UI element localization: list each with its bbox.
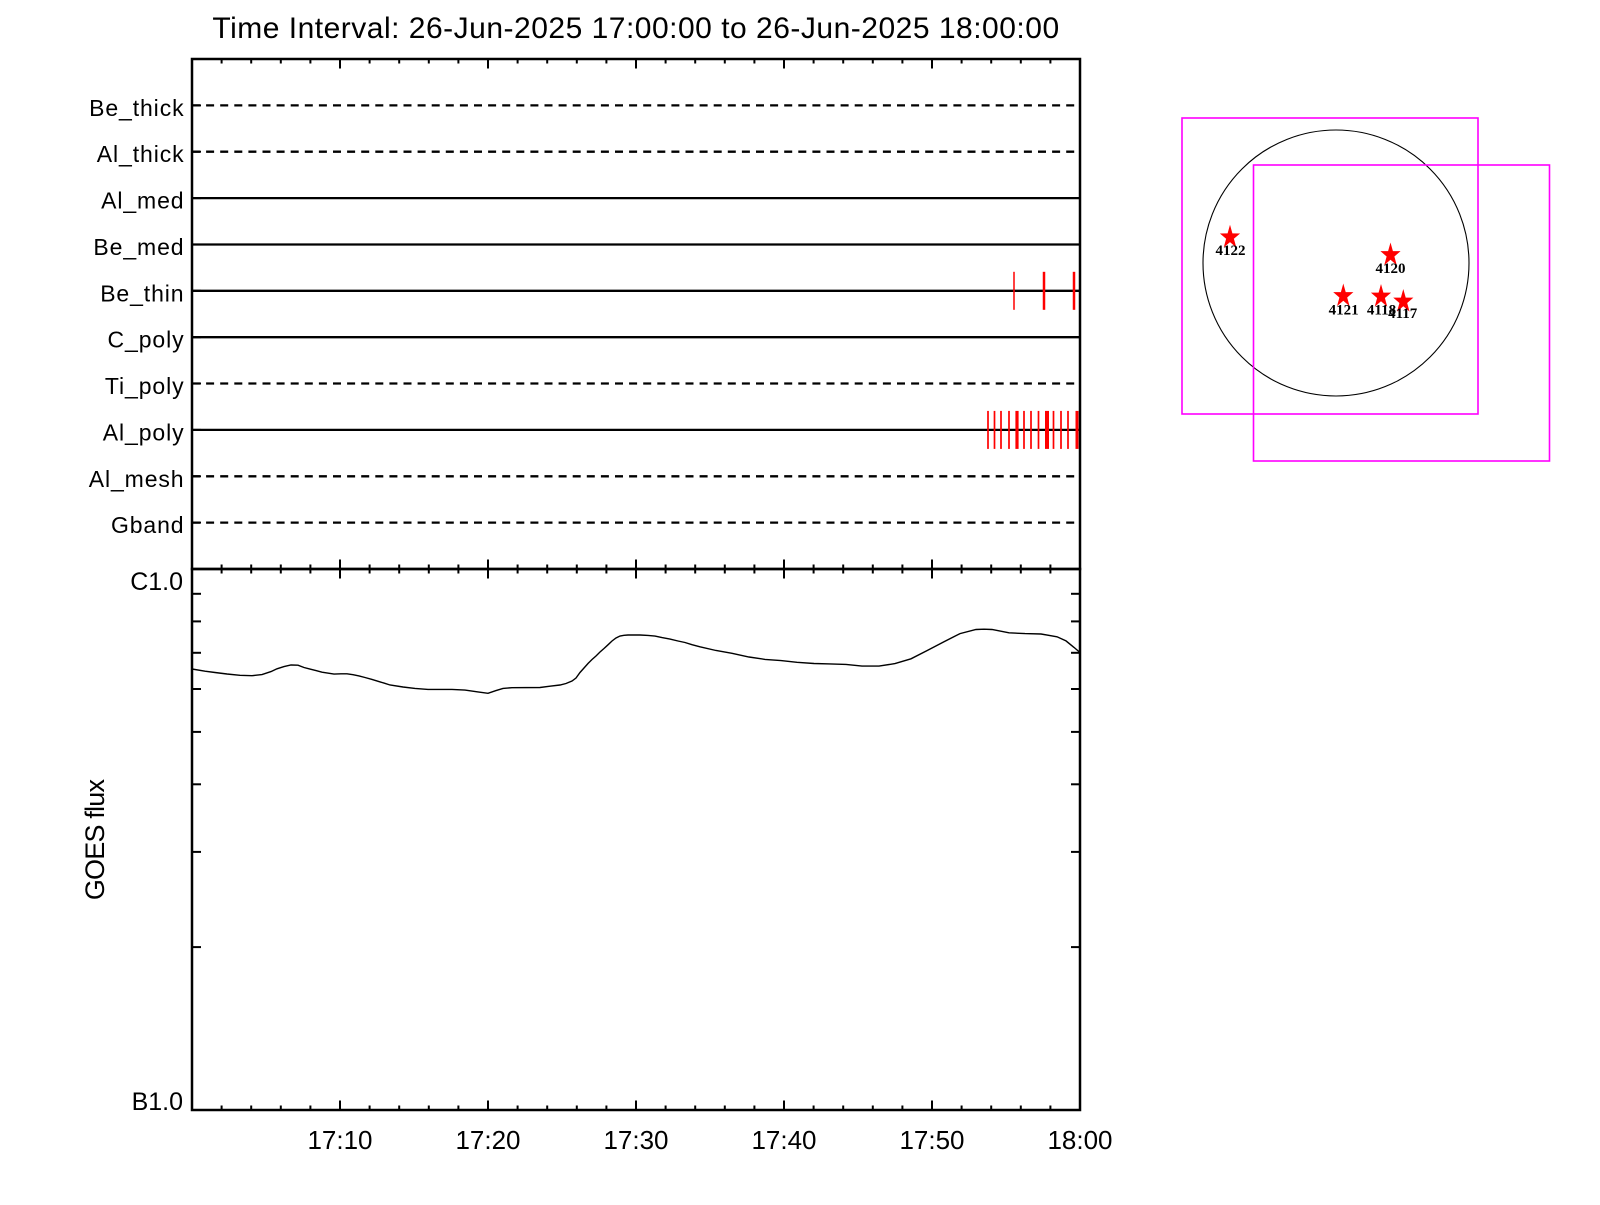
svg-text:17:40: 17:40 [751, 1125, 816, 1155]
svg-text:18:00: 18:00 [1047, 1125, 1112, 1155]
svg-text:Al_med: Al_med [101, 188, 184, 214]
svg-text:17:10: 17:10 [307, 1125, 372, 1155]
svg-text:GOES flux: GOES flux [80, 779, 110, 901]
svg-text:Be_thin: Be_thin [100, 280, 184, 306]
svg-text:17:20: 17:20 [455, 1125, 520, 1155]
svg-text:4121: 4121 [1329, 303, 1359, 319]
svg-text:Al_mesh: Al_mesh [89, 466, 185, 492]
svg-text:B1.0: B1.0 [132, 1088, 183, 1116]
svg-text:17:30: 17:30 [603, 1125, 668, 1155]
svg-text:4120: 4120 [1376, 261, 1406, 277]
svg-text:4117: 4117 [1388, 306, 1418, 322]
svg-text:Time Interval: 26-Jun-2025 17:: Time Interval: 26-Jun-2025 17:00:00 to 2… [212, 12, 1059, 45]
svg-text:Al_poly: Al_poly [103, 419, 185, 445]
svg-text:C_poly: C_poly [108, 327, 185, 353]
svg-text:Al_thick: Al_thick [97, 141, 185, 167]
svg-text:Be_thick: Be_thick [89, 95, 184, 121]
svg-text:Be_med: Be_med [93, 234, 184, 260]
svg-text:Ti_poly: Ti_poly [105, 373, 185, 399]
svg-text:C1.0: C1.0 [130, 568, 183, 596]
svg-text:17:50: 17:50 [899, 1125, 964, 1155]
svg-text:4118: 4118 [1367, 303, 1396, 319]
svg-text:4122: 4122 [1216, 243, 1246, 259]
svg-text:Gband: Gband [111, 512, 185, 538]
